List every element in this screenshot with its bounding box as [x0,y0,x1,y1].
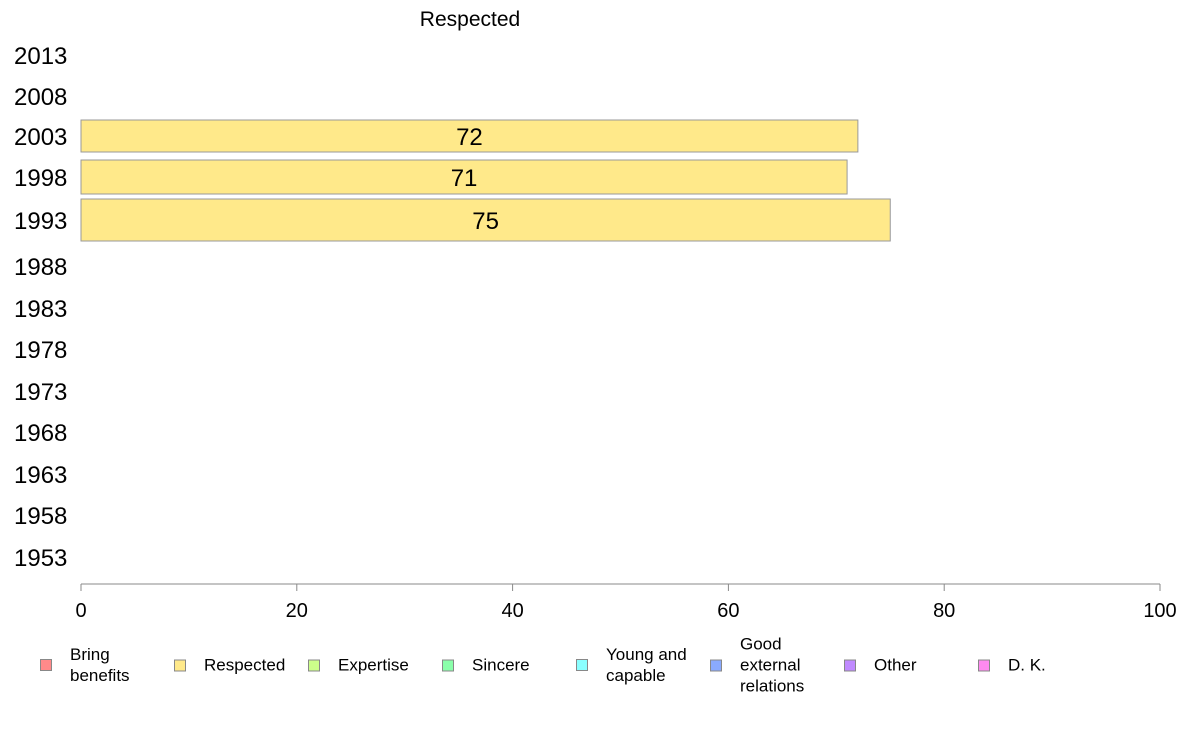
legend-swatch [40,659,52,671]
data-label: 72 [456,124,483,151]
x-tick-label: 60 [717,600,739,622]
y-tick-label: 2008 [14,84,67,111]
y-tick-label: 1968 [14,420,67,447]
legend-swatch [576,659,588,671]
legend-item: Good external relations [710,634,804,697]
x-tick-label: 40 [501,600,523,622]
y-tick-label: 1963 [14,462,67,489]
legend-label: D. K. [1008,655,1046,675]
y-tick-label: 1988 [14,254,67,281]
y-tick-label: 1958 [14,503,67,530]
y-tick-label: 1978 [14,337,67,364]
x-tick-label: 20 [286,600,308,622]
y-tick-label: 2003 [14,124,67,151]
bar [80,119,859,153]
legend-swatch [978,659,990,671]
y-tick-label: 2013 [14,43,67,70]
legend-item: Bring benefits [40,644,130,686]
y-tick-label: 1953 [14,545,67,572]
legend-label: Good external relations [740,634,805,696]
y-tick-label: 1998 [14,165,67,192]
y-tick-label: 1983 [14,296,67,323]
legend-swatch [308,659,320,671]
legend-swatch [844,659,856,671]
legend-label: Sincere [472,655,530,675]
bar [80,198,891,242]
legend-label: Other [874,655,917,675]
legend-item: Expertise [308,655,409,676]
legend-swatch [710,659,722,671]
y-tick-label: 1973 [14,379,67,406]
data-label: 75 [472,208,499,235]
legend-swatch [174,659,186,671]
legend-item: Sincere [442,655,530,676]
chart-title: Respected [420,8,520,31]
legend-label: Young and capable [606,645,687,685]
bar-chart: Respected 2013 2008 2003 1998 1993 1988 1983 19… [14,8,1177,622]
legend-item: D. K. [978,655,1046,676]
legend-label: Expertise [338,655,409,675]
legend-label: Respected [204,655,286,675]
legend-label: Bring benefits [70,645,130,685]
bar [80,159,848,195]
x-tick-label: 100 [1143,600,1176,622]
x-tick-label: 0 [75,600,86,622]
data-label: 71 [451,165,478,192]
legend-item: Other [844,655,917,676]
legend-item: Young and capable [576,644,687,686]
legend: Bring benefits Respected Expertise Sincere Y… [0,630,1188,700]
legend-swatch [442,659,454,671]
x-tick-label: 80 [933,600,955,622]
plot-area: 2013 2008 2003 1998 1993 1988 1983 1978 1973 1968… [14,43,1177,622]
y-tick-label: 1993 [14,208,67,235]
legend-item: Respected [174,655,285,676]
